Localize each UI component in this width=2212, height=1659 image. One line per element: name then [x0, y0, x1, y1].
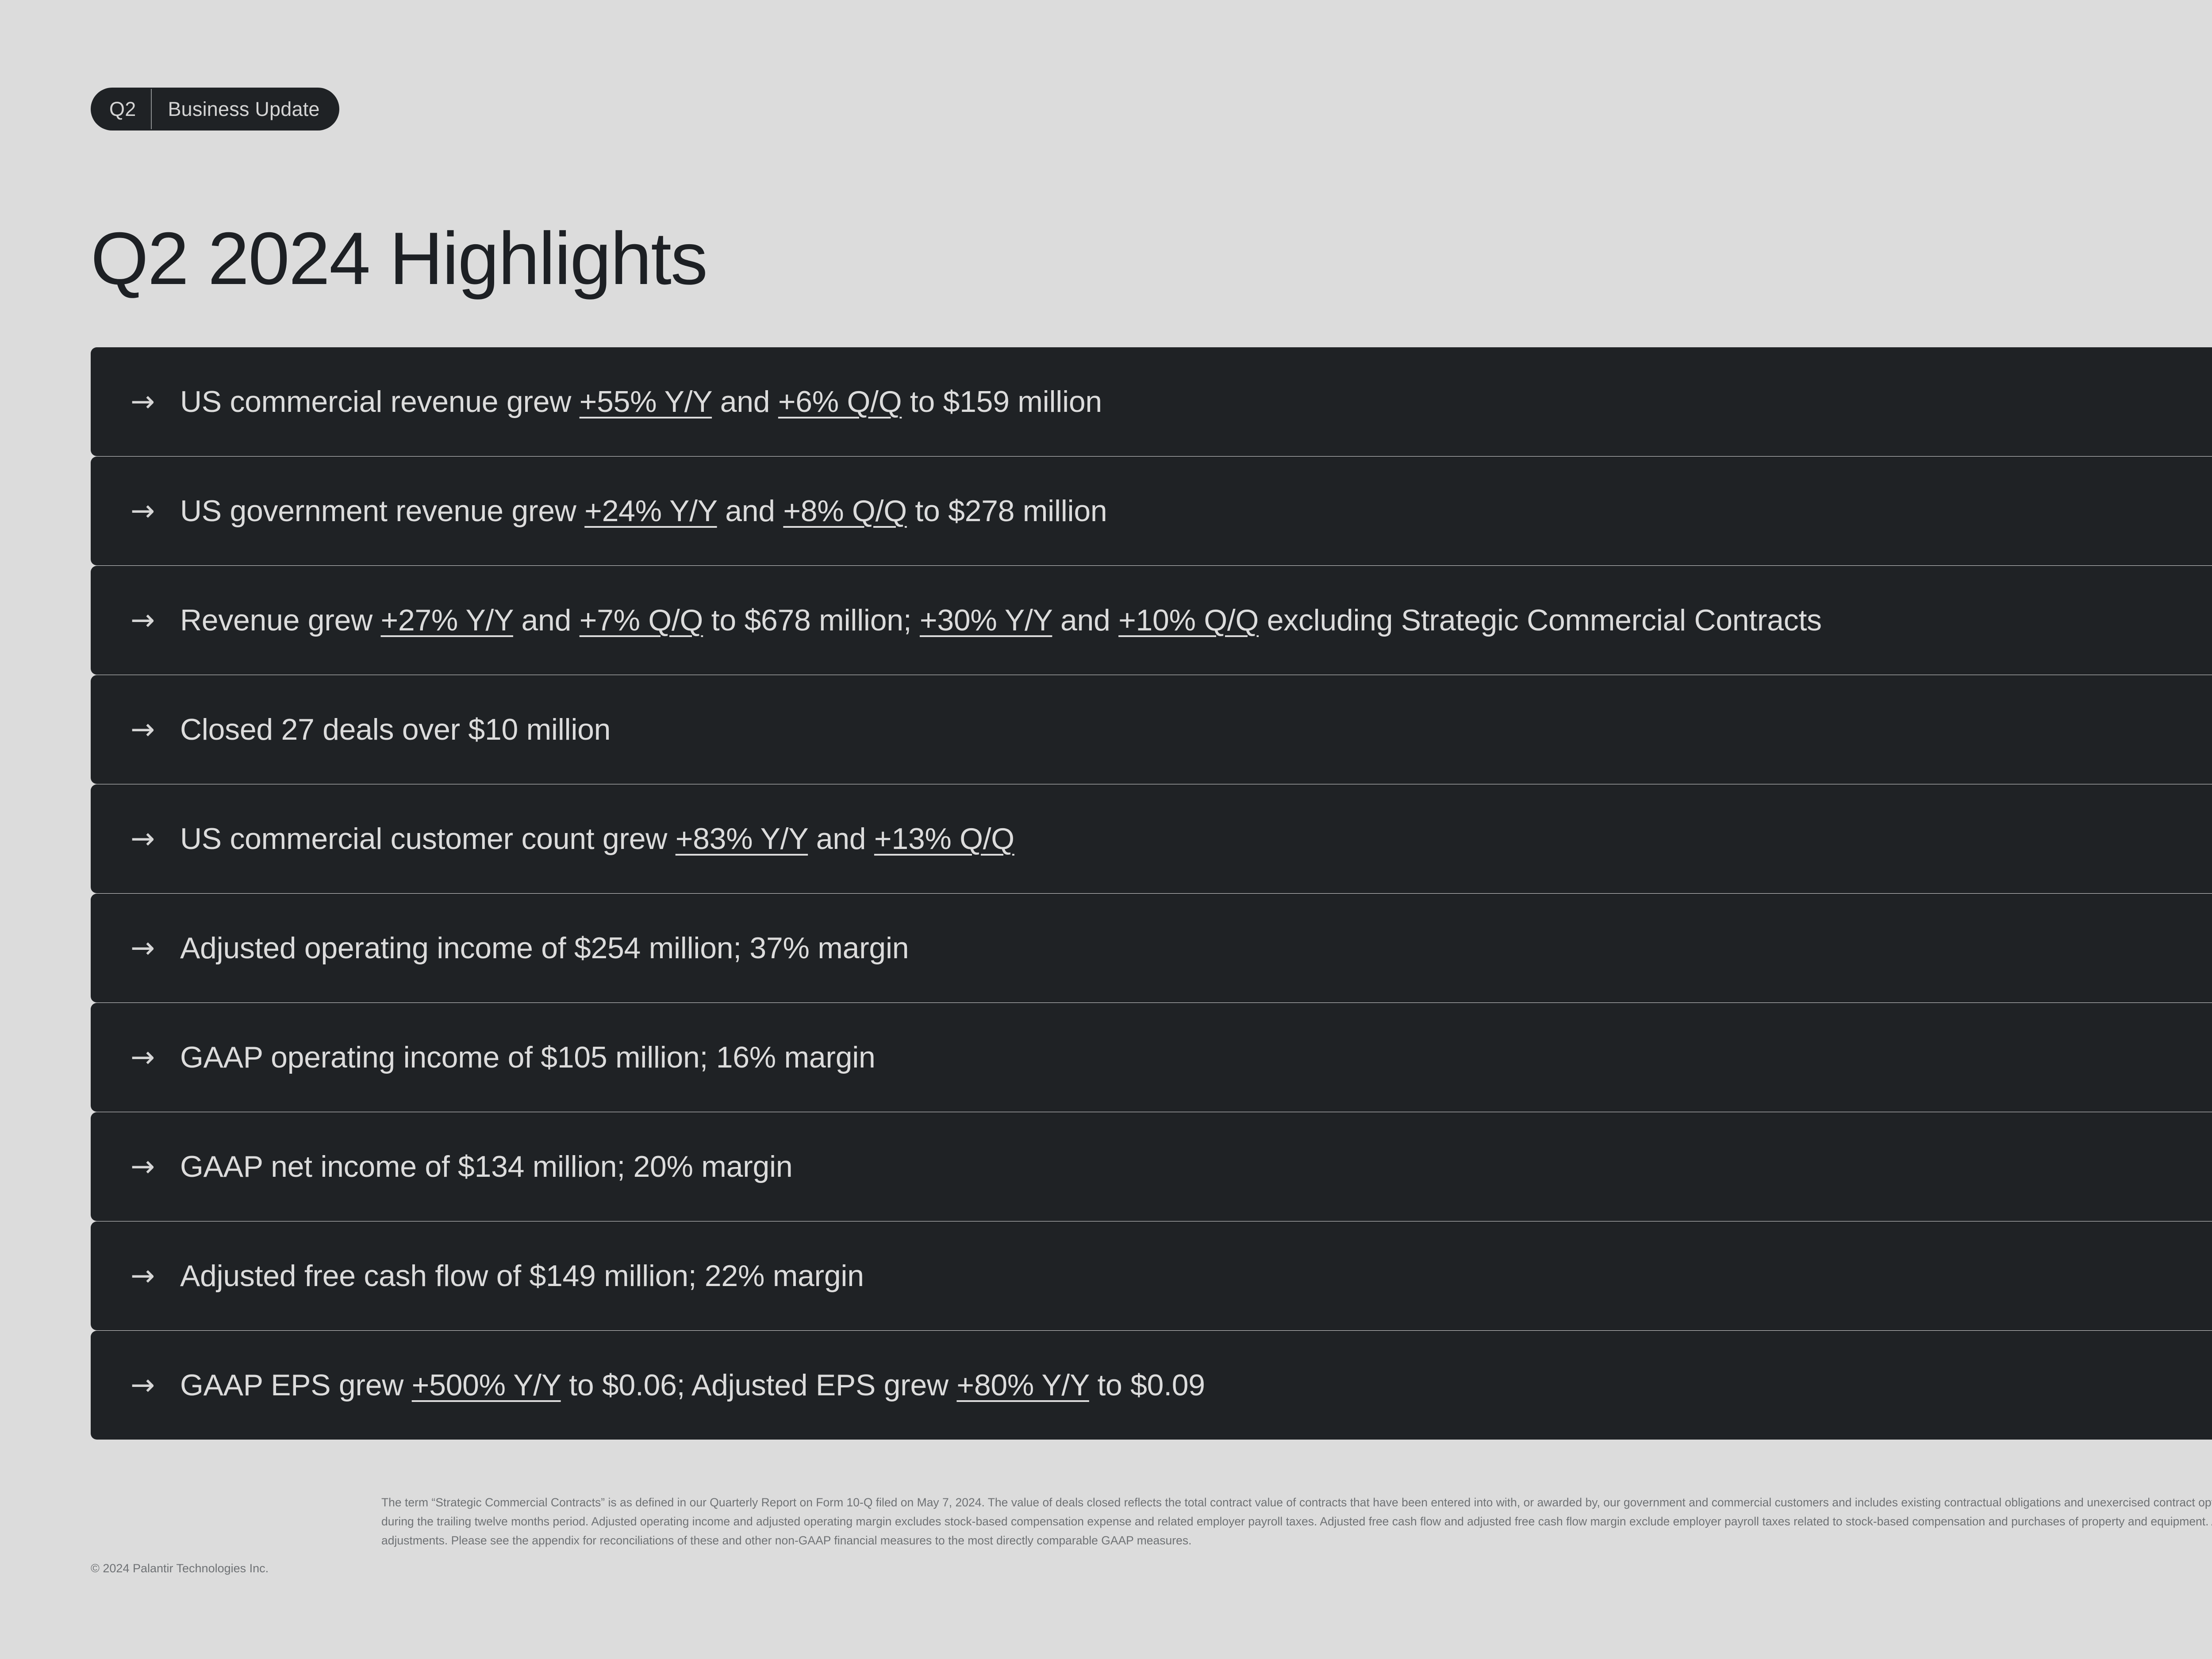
- highlight-text: Adjusted operating income of $254 millio…: [180, 931, 909, 965]
- arrow-right-icon: →: [131, 494, 155, 528]
- highlight-plain: and: [717, 494, 783, 528]
- highlights-list: → US commercial revenue grew +55% Y/Y and…: [91, 347, 2212, 1440]
- highlight-metric: +8% Q/Q: [783, 494, 907, 528]
- highlight-row-us-government-revenue: → US government revenue grew +24% Y/Y and…: [91, 457, 2212, 565]
- highlight-row-adjusted-free-cash-flow: → Adjusted free cash flow of $149 million…: [91, 1221, 2212, 1330]
- highlight-plain: GAAP operating income of $105 million; 1…: [180, 1040, 876, 1074]
- highlight-plain: to $678 million;: [703, 603, 920, 637]
- highlight-plain: US government revenue grew: [180, 494, 585, 528]
- highlight-plain: to $0.06; Adjusted EPS grew: [561, 1368, 957, 1402]
- arrow-right-icon: →: [131, 1259, 155, 1293]
- badge-update-label: Business Update: [168, 97, 320, 120]
- highlight-text: Revenue grew +27% Y/Y and +7% Q/Q to $67…: [180, 603, 1822, 637]
- highlight-plain: to $0.09: [1089, 1368, 1205, 1402]
- highlight-row-us-commercial-customer-count: → US commercial customer count grew +83% …: [91, 784, 2212, 893]
- highlight-metric: +83% Y/Y: [675, 822, 808, 856]
- highlight-plain: Closed 27 deals over $10 million: [180, 712, 611, 746]
- highlight-text: Adjusted free cash flow of $149 million;…: [180, 1259, 864, 1293]
- highlight-text: GAAP operating income of $105 million; 1…: [180, 1041, 876, 1074]
- arrow-right-icon: →: [131, 384, 155, 419]
- footnote-text: The term “Strategic Commercial Contracts…: [381, 1496, 2212, 1547]
- highlight-plain: and: [712, 384, 778, 419]
- highlight-metric: +27% Y/Y: [380, 603, 513, 637]
- highlight-plain: and: [1052, 603, 1119, 637]
- highlight-text: US commercial customer count grew +83% Y…: [180, 822, 1014, 856]
- highlight-metric: +6% Q/Q: [778, 384, 902, 419]
- highlight-text: GAAP net income of $134 million; 20% mar…: [180, 1149, 793, 1183]
- badge-divider: [151, 89, 152, 129]
- highlight-row-total-revenue: → Revenue grew +27% Y/Y and +7% Q/Q to $6…: [91, 566, 2212, 675]
- highlight-plain: Adjusted operating income of $254 millio…: [180, 931, 909, 965]
- highlight-plain: and: [513, 603, 580, 637]
- highlight-row-gaap-operating-income: → GAAP operating income of $105 million; …: [91, 1003, 2212, 1112]
- highlight-text: US government revenue grew +24% Y/Y and …: [180, 494, 1107, 528]
- highlight-plain: excluding Strategic Commercial Contracts: [1259, 603, 1822, 637]
- page-title: Q2 2024 Highlights: [91, 217, 708, 300]
- highlight-plain: Adjusted free cash flow of $149 million;…: [180, 1259, 864, 1293]
- highlight-plain: and: [808, 822, 874, 856]
- arrow-right-icon: →: [131, 822, 155, 856]
- highlight-metric: +80% Y/Y: [956, 1368, 1089, 1402]
- arrow-right-icon: →: [131, 931, 155, 965]
- highlight-row-deals-closed: → Closed 27 deals over $10 million: [91, 675, 2212, 784]
- highlight-plain: US commercial revenue grew: [180, 384, 580, 419]
- badge-quarter-label: Q2: [109, 97, 136, 120]
- highlight-text: Closed 27 deals over $10 million: [180, 713, 611, 746]
- arrow-right-icon: →: [131, 1149, 155, 1183]
- arrow-right-icon: →: [131, 1368, 155, 1402]
- highlight-plain: Revenue grew: [180, 603, 381, 637]
- highlight-text: GAAP EPS grew +500% Y/Y to $0.06; Adjust…: [180, 1368, 1205, 1402]
- highlight-metric: +7% Q/Q: [579, 603, 703, 637]
- highlight-plain: to $159 million: [902, 384, 1102, 419]
- highlight-plain: GAAP net income of $134 million; 20% mar…: [180, 1149, 793, 1183]
- highlight-row-gaap-net-income: → GAAP net income of $134 million; 20% ma…: [91, 1112, 2212, 1221]
- highlight-text: US commercial revenue grew +55% Y/Y and …: [180, 385, 1102, 419]
- copyright-text: © 2024 Palantir Technologies Inc.: [91, 1562, 269, 1575]
- highlight-metric: +30% Y/Y: [919, 603, 1052, 637]
- highlight-metric: +13% Q/Q: [874, 822, 1014, 856]
- highlight-row-adjusted-operating-income: → Adjusted operating income of $254 milli…: [91, 894, 2212, 1002]
- highlight-metric: +24% Y/Y: [584, 494, 717, 528]
- highlight-metric: +500% Y/Y: [411, 1368, 561, 1402]
- arrow-right-icon: →: [131, 1040, 155, 1074]
- arrow-right-icon: →: [131, 712, 155, 746]
- highlight-row-eps: → GAAP EPS grew +500% Y/Y to $0.06; Adjus…: [91, 1331, 2212, 1440]
- highlight-plain: to $278 million: [906, 494, 1107, 528]
- arrow-right-icon: →: [131, 603, 155, 637]
- highlight-plain: GAAP EPS grew: [180, 1368, 412, 1402]
- quarter-badge: Q2 Business Update: [91, 88, 339, 131]
- highlight-metric: +55% Y/Y: [579, 384, 712, 419]
- highlight-row-us-commercial-revenue: → US commercial revenue grew +55% Y/Y and…: [91, 347, 2212, 456]
- highlight-plain: US commercial customer count grew: [180, 822, 676, 856]
- highlight-metric: +10% Q/Q: [1118, 603, 1259, 637]
